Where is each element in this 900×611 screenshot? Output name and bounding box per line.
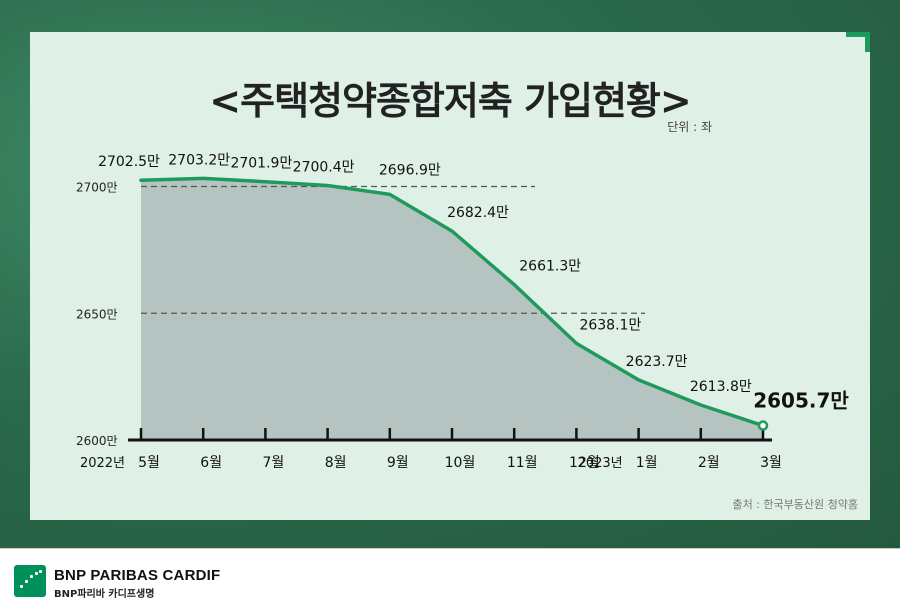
end-point-marker [757,420,769,431]
area-fill [141,178,763,440]
chart-title: <주택청약종합저축 가입현황> [209,79,691,123]
data-label: 2701.9만 [230,156,292,172]
data-label: 2623.7만 [626,354,688,370]
x-tick-label: 9월 [387,455,409,471]
x-tick-label: 8월 [325,455,347,471]
data-label: 2661.3만 [519,259,581,275]
brand-sub: BNP파리바 카디프생명 [54,589,155,600]
y-tick-label: 2600만 [76,434,118,448]
x-tick-label: 6월 [200,455,222,471]
data-label: 2696.9만 [379,162,441,178]
x-tick-label: 1월 [636,455,658,471]
x-tick-label: 3월 [760,455,782,471]
x-tick-label: 5월 [138,455,160,471]
y-tick-label: 2650만 [76,307,118,321]
footer: BNP PARIBAS CARDIF BNP파리바 카디프생명 [0,548,900,611]
y-tick-label: 2700만 [76,181,118,195]
data-label: 2702.5만 [98,154,160,170]
data-label: 2700.4만 [293,160,355,176]
year-label: 2023년 [578,456,623,471]
area-chart: 2700만 2650만 2600만 5월 6월 7월 8월 9월 10월 11월 12월 1월 2월 3월… [76,152,849,471]
brand-name: BNP PARIBAS CARDIF [54,567,221,584]
data-label: 2613.8만 [690,379,752,395]
corner-decoration [846,32,870,52]
x-tick-label: 12월 [569,455,600,471]
x-tick-label: 7월 [263,455,285,471]
x-tick-label: 11월 [507,455,538,471]
bnp-stars-logo-icon [14,565,46,597]
data-label: 2682.4만 [447,205,509,221]
x-tick-label: 2월 [698,455,720,471]
x-tick-label: 10월 [445,455,476,471]
data-label: 2703.2만 [168,152,230,168]
data-label: 2638.1만 [579,317,641,333]
unit-label: 단위 : 좌 [667,120,712,134]
year-label: 2022년 [80,456,125,471]
source-label: 출처 : 한국부동산원 청약홈 [732,498,858,511]
series-line [139,176,765,428]
data-label: 2605.7만 [753,389,849,413]
